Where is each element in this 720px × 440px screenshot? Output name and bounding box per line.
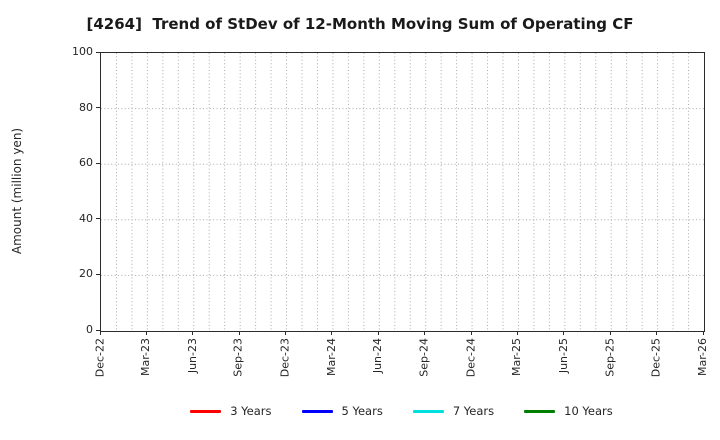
legend-line-icon [524,410,556,413]
x-tick-label: Jun-24 [371,338,385,374]
y-tick-mark [96,51,100,53]
legend-item-10-years: 10 Years [524,404,613,419]
legend-label: 5 Years [341,404,383,418]
x-tick-label: Dec-24 [464,338,478,378]
legend-label: 7 Years [452,404,495,418]
y-tick-label: 40 [79,211,93,225]
y-tick-label: 0 [86,323,93,336]
x-tick-label: Sep-23 [232,338,246,377]
x-tick-mark [331,331,333,335]
y-tick-mark [96,273,100,275]
x-tick-mark [99,331,101,335]
x-tick-mark [285,331,287,335]
x-tick-mark [470,331,472,335]
plot-area [100,52,705,332]
x-tick-label: Mar-23 [139,338,153,377]
x-tick-mark [656,331,658,335]
x-tick-label: Mar-24 [324,338,338,377]
x-tick-label: Mar-26 [696,338,709,377]
x-tick-label: Mar-25 [510,338,524,377]
x-tick-label: Dec-22 [93,338,106,378]
y-tick-label: 20 [79,267,93,281]
legend-line-icon [301,410,333,413]
y-tick-label: 100 [72,45,93,58]
y-tick-label: 80 [79,100,93,114]
y-tick-mark [96,218,100,220]
legend-item-3-years: 3 Years [190,404,272,419]
x-tick-mark [516,331,518,335]
legend: 3 Years 5 Years 7 Years 10 Years [100,404,703,419]
x-tick-mark [609,331,611,335]
x-tick-label: Dec-23 [278,338,292,378]
x-tick-mark [424,331,426,335]
x-tick-label: Sep-24 [417,338,431,377]
x-tick-label: Sep-25 [603,338,617,377]
legend-item-7-years: 7 Years [412,404,495,419]
legend-line-icon [412,410,444,413]
chart-title: [4264] Trend of StDev of 12-Month Moving… [86,15,634,33]
x-tick-label: Jun-23 [185,338,199,374]
y-tick-label: 60 [79,156,93,170]
x-tick-mark [238,331,240,335]
x-tick-mark [145,331,147,335]
x-tick-mark [192,331,194,335]
y-tick-mark [96,162,100,164]
x-tick-mark [563,331,565,335]
y-tick-mark [96,107,100,109]
y-tick-mark [96,329,100,331]
legend-label: 3 Years [230,404,272,418]
legend-line-icon [190,410,222,413]
legend-item-5-years: 5 Years [301,404,383,419]
x-tick-mark [377,331,379,335]
y-axis-label: Amount (million yen) [10,127,24,255]
legend-label: 10 Years [564,404,613,418]
x-tick-label: Dec-25 [649,338,663,378]
x-tick-label: Jun-25 [556,338,570,374]
x-tick-mark [702,331,704,335]
grid [101,53,704,331]
